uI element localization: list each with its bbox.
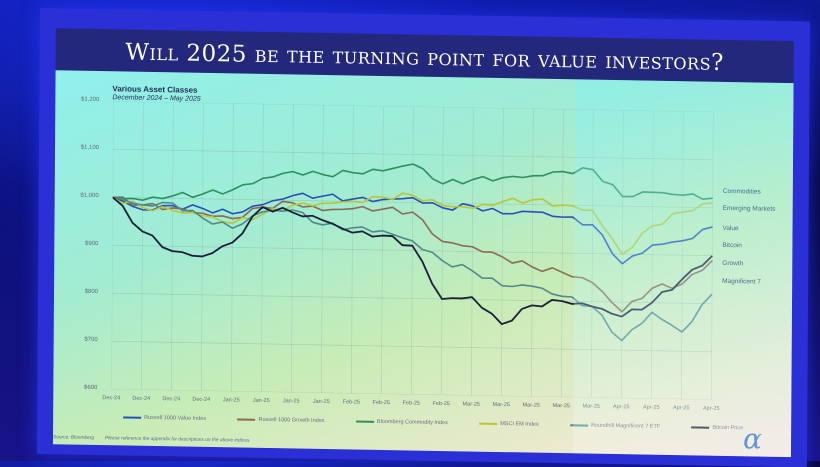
legend-item: Russell 1000 Growth Index xyxy=(237,414,325,426)
y-tick-label: $900 xyxy=(84,240,99,248)
x-tick-label: Dec-24 xyxy=(102,395,121,402)
x-tick-label: Dec-24 xyxy=(192,396,211,403)
legend-label: Roundhill Magnificent 7 ETF xyxy=(591,422,661,430)
chart-legend: Russell 1000 Value Index Russell 1000 Gro… xyxy=(123,412,743,433)
legend-item: Bloomberg Commodity Index xyxy=(355,417,448,429)
end-label-growth: Growth xyxy=(722,259,744,268)
y-tick-label: $1,200 xyxy=(80,96,100,104)
x-tick-label: Mar-25 xyxy=(582,403,601,410)
legend-swatch-icon xyxy=(691,426,710,429)
x-tick-label: Jan-25 xyxy=(222,397,240,404)
slide-content: Various Asset Classes December 2024 – Ma… xyxy=(52,70,794,458)
x-tick-label: Jan-25 xyxy=(282,398,300,405)
series-line-emerging-markets xyxy=(112,192,713,255)
x-tick-label: Mar-25 xyxy=(492,401,511,409)
x-tick-label: Apr-25 xyxy=(702,405,720,412)
x-tick-label: Mar-25 xyxy=(522,402,541,409)
end-label-value: Value xyxy=(722,225,739,233)
chart-lines xyxy=(112,163,713,342)
presentation-slide: Will 2025 be the turning point for value… xyxy=(36,8,810,467)
legend-item: Russell 1000 Value Index xyxy=(123,412,206,423)
x-tick-label: Jan-25 xyxy=(312,398,330,406)
x-tick-label: Jan-25 xyxy=(252,397,270,405)
x-tick-label: Feb-25 xyxy=(342,399,361,406)
legend-item: Roundhill Magnificent 7 ETF xyxy=(570,420,660,432)
x-tick-label: Feb-25 xyxy=(402,400,421,407)
end-label-magnificent-7: Magnificent 7 xyxy=(722,278,761,286)
legend-label: MSCI EM Index xyxy=(500,421,539,428)
line-chart-plot xyxy=(111,101,714,400)
x-tick-label: Mar-25 xyxy=(462,401,481,408)
x-tick-label: Apr-25 xyxy=(612,404,630,411)
y-tick-label: $800 xyxy=(84,288,99,296)
legend-label: Bloomberg Commodity Index xyxy=(376,418,448,427)
x-tick-label: Feb-25 xyxy=(372,399,391,407)
appendix-note: Please reference the appendix for descri… xyxy=(104,436,251,444)
y-tick-label: $600 xyxy=(83,384,98,392)
legend-label: Russell 1000 Value Index xyxy=(144,414,207,422)
legend-label: Bitcoin Price xyxy=(712,424,744,432)
end-label-bitcoin: Bitcoin xyxy=(722,241,742,250)
x-tick-label: Dec-24 xyxy=(162,396,181,403)
x-tick-label: Apr-25 xyxy=(672,405,690,412)
end-label-emerging-markets: Emerging Markets xyxy=(722,205,776,214)
chart-title: Various Asset Classes xyxy=(112,84,198,95)
legend-label: Russell 1000 Growth Index xyxy=(258,416,325,424)
y-tick-label: $1,100 xyxy=(80,144,100,152)
alpha-logo-icon: α xyxy=(742,422,763,456)
chart-gridlines xyxy=(111,101,714,400)
legend-swatch-icon xyxy=(123,416,142,419)
slide-title: Will 2025 be the turning point for value… xyxy=(125,39,725,76)
series-line-commodities xyxy=(112,163,713,201)
x-tick-label: Feb-25 xyxy=(432,400,451,408)
series-line-magnificent-7 xyxy=(112,196,713,342)
legend-item: Bitcoin Price xyxy=(691,422,744,433)
legend-swatch-icon xyxy=(355,420,374,423)
x-tick-label: Dec-24 xyxy=(132,395,151,402)
source-note: Source: Bloomberg xyxy=(52,435,95,441)
end-label-commodities: Commodities xyxy=(722,188,761,196)
y-tick-label: $700 xyxy=(84,336,98,344)
x-tick-label: Mar-25 xyxy=(552,402,571,410)
legend-swatch-icon xyxy=(570,424,589,427)
legend-swatch-icon xyxy=(237,418,256,421)
legend-swatch-icon xyxy=(479,422,498,425)
legend-item: MSCI EM Index xyxy=(479,419,539,430)
x-tick-label: Apr-25 xyxy=(642,404,660,411)
series-line-bitcoin xyxy=(112,196,713,325)
series-line-value xyxy=(112,192,713,265)
y-tick-label: $1,000 xyxy=(80,192,99,200)
